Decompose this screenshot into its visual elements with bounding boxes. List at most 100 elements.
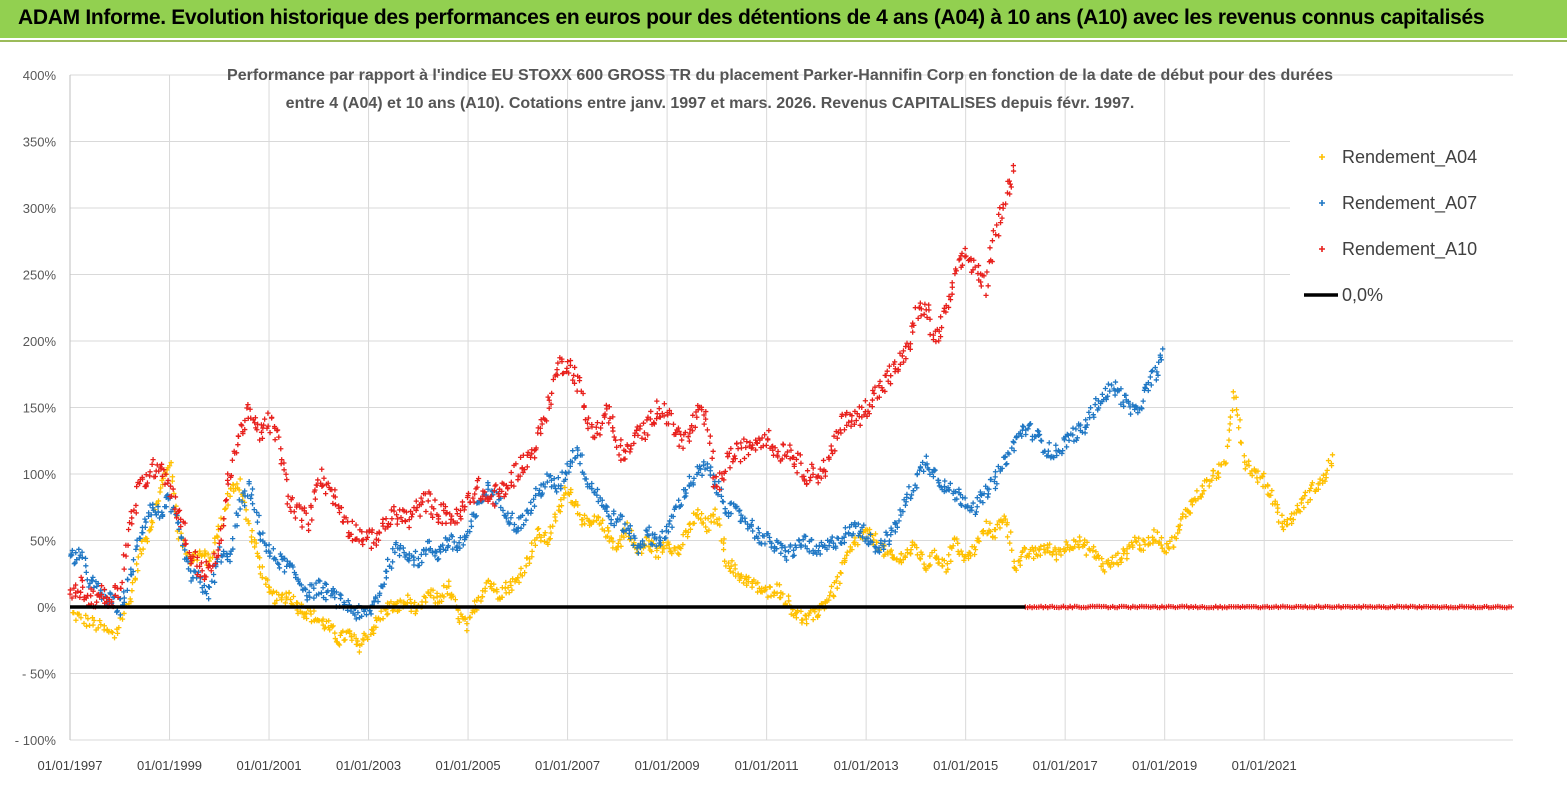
rendement-a07-point	[320, 585, 326, 591]
rendement-a04-point	[337, 632, 344, 639]
rendement-a10-point	[239, 423, 245, 429]
rendement-a10-point	[1010, 162, 1016, 169]
rendement-a07-point	[160, 513, 166, 519]
rendement-a04-point	[308, 611, 314, 617]
rendement-a10-point	[703, 416, 709, 422]
rendement-a10-point	[661, 401, 667, 407]
rendement-a10-point	[822, 468, 829, 475]
rendement-a10-point	[170, 486, 176, 492]
rendement-a07-point	[1153, 377, 1159, 383]
rendement-a10-point	[284, 501, 290, 507]
rendement-a07-point	[678, 502, 685, 508]
rendement-a07-point	[762, 541, 768, 547]
rendement-a04-point	[91, 617, 97, 624]
rendement-a07-point	[783, 557, 790, 563]
x-tick-label: 01/01/2017	[1033, 758, 1098, 773]
rendement-a10-point	[546, 397, 552, 403]
rendement-a10-point	[162, 481, 168, 487]
rendement-a07-point	[1126, 400, 1132, 406]
rendement-a10-point	[949, 291, 955, 297]
rendement-a07-point	[156, 515, 163, 521]
rendement-a04-point	[591, 513, 597, 519]
rendement-a04-point	[945, 566, 951, 572]
rendement-a04-point	[582, 521, 588, 527]
rendement-a07-point	[803, 533, 809, 539]
rendement-a04-point	[828, 589, 834, 595]
rendement-a07-point	[824, 546, 830, 552]
rendement-a04-point	[1226, 437, 1232, 443]
rendement-a04-point	[541, 532, 547, 538]
rendement-a04-point	[855, 542, 861, 548]
rendement-a04-point	[972, 551, 978, 558]
rendement-a07-point	[316, 591, 322, 597]
rendement-a07-point	[203, 591, 210, 597]
rendement-a07-point	[397, 546, 403, 552]
rendement-a04-point	[1076, 544, 1082, 551]
rendement-a07-point	[917, 465, 924, 471]
rendement-a04-point	[723, 563, 729, 569]
rendement-a04-point	[438, 598, 445, 604]
rendement-a07-point	[766, 534, 773, 541]
rendement-a04-point	[111, 635, 118, 641]
rendement-a07-point	[992, 474, 998, 480]
rendement-a04-point	[927, 562, 933, 568]
rendement-a07-point	[988, 476, 994, 482]
rendement-a04-point	[669, 551, 675, 557]
rendement-a10-point	[210, 563, 216, 569]
rendement-a04-point	[1156, 539, 1162, 545]
rendement-a07-point	[355, 609, 361, 616]
rendement-a04-point	[1167, 538, 1173, 544]
rendement-a10-point	[775, 448, 781, 455]
rendement-a07-point	[965, 503, 971, 509]
rendement-a07-point	[570, 448, 576, 454]
rendement-a04-point	[562, 484, 568, 491]
rendement-a07-point	[302, 586, 309, 593]
rendement-a04-point	[248, 534, 255, 540]
rendement-a10-point	[269, 415, 275, 421]
rendement-a10-point	[517, 473, 523, 479]
rendement-a04-point	[502, 585, 508, 591]
rendement-a10-point	[791, 461, 797, 467]
rendement-a10-point	[672, 430, 679, 436]
rendement-a07-point	[406, 555, 412, 561]
rendement-a04-point	[740, 580, 747, 586]
rendement-a07-point	[666, 521, 672, 527]
rendement-a10-point	[312, 496, 318, 502]
rendement-a10-point	[431, 506, 437, 512]
rendement-a04-point	[361, 637, 367, 643]
rendement-a10-point	[233, 450, 240, 456]
rendement-a07-point	[337, 591, 343, 597]
rendement-a07-point	[1074, 435, 1080, 441]
rendement-a10-point	[804, 468, 811, 474]
rendement-a07-point	[1155, 372, 1161, 378]
x-tick-label: 01/01/2007	[535, 758, 600, 773]
rendement-a07-point	[245, 493, 251, 499]
rendement-a04-point	[519, 573, 525, 579]
rendement-a04-point	[342, 637, 348, 643]
rendement-a07-point	[1104, 393, 1111, 399]
rendement-a04-point	[1288, 511, 1295, 517]
rendement-a04-point	[326, 618, 332, 624]
rendement-a07-point	[73, 550, 79, 556]
rendement-a10-point	[808, 474, 814, 481]
rendement-a10-point	[910, 329, 916, 335]
rendement-a07-point	[839, 540, 845, 547]
rendement-a07-point	[653, 536, 659, 542]
rendement-a10-point	[585, 425, 591, 432]
rendement-a04-point	[412, 599, 418, 606]
rendement-a10-point	[686, 438, 692, 444]
rendement-a07-point	[914, 471, 920, 477]
rendement-a10-point	[999, 215, 1005, 221]
rendement-a07-point	[859, 534, 866, 540]
rendement-a04-point	[257, 571, 264, 577]
rendement-a04-point	[590, 519, 597, 525]
rendement-a07-point	[682, 487, 688, 493]
rendement-a07-point	[185, 559, 191, 565]
y-tick-label: 0%	[37, 600, 56, 615]
rendement-a07-point	[505, 510, 511, 516]
rendement-a07-point	[518, 525, 524, 531]
rendement-a10-point	[323, 491, 329, 497]
rendement-a10-point	[721, 477, 727, 483]
rendement-a07-point	[604, 508, 610, 514]
rendement-a10-point	[125, 542, 131, 548]
